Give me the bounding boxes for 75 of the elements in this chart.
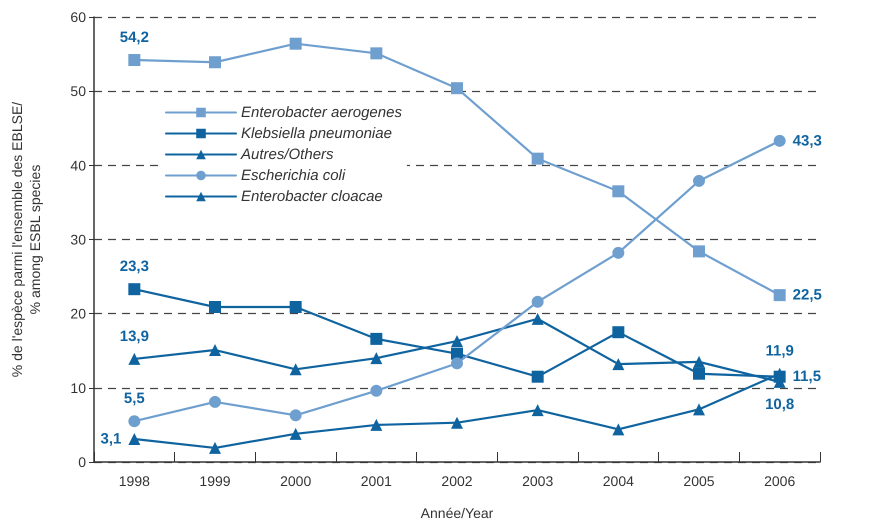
y-tick-label: 60 <box>70 9 86 25</box>
data-label: 10,8 <box>765 396 794 413</box>
y-tick-label: 40 <box>70 157 86 174</box>
legend-label: Enterobacter cloacae <box>241 188 383 205</box>
point <box>532 370 544 383</box>
point <box>209 300 221 313</box>
y-tick-label: 10 <box>70 380 86 396</box>
x-axis-title: Année/Year <box>420 505 494 521</box>
point <box>128 415 140 428</box>
point <box>612 185 624 198</box>
point <box>612 246 624 259</box>
legend-label: Escherichia coli <box>241 167 346 184</box>
point <box>128 54 140 66</box>
point <box>693 403 705 416</box>
x-tick-label: 1998 <box>118 473 150 489</box>
point <box>451 82 463 94</box>
y-tick-label: 30 <box>70 232 86 248</box>
point <box>774 289 786 302</box>
data-label: 43,3 <box>792 132 822 150</box>
point <box>370 332 382 345</box>
point <box>209 344 221 356</box>
point <box>209 56 221 68</box>
point <box>774 368 786 380</box>
y-tick-label: 50 <box>70 83 86 100</box>
data-label: 5,5 <box>124 390 145 408</box>
point <box>532 296 544 308</box>
point <box>532 152 544 165</box>
point <box>290 428 302 440</box>
x-tick-label: 2001 <box>360 473 392 489</box>
point <box>451 357 463 370</box>
x-tick-label: 2002 <box>441 473 473 489</box>
point <box>128 433 140 446</box>
data-label: 23,3 <box>120 258 149 276</box>
legend-label: Autres/Others <box>240 146 334 163</box>
data-label: 54,2 <box>120 29 149 46</box>
data-label: 11,5 <box>792 368 822 386</box>
point <box>128 283 140 296</box>
point <box>290 300 302 313</box>
point <box>612 423 624 436</box>
x-tick-label: 2006 <box>764 473 796 489</box>
data-label: 13,9 <box>120 328 149 345</box>
x-tick-label: 2005 <box>683 473 715 489</box>
x-tick-label: 2003 <box>522 473 554 489</box>
data-label: 22,5 <box>792 286 822 304</box>
x-tick-label: 2004 <box>602 473 634 489</box>
y-tick-label: 20 <box>70 306 86 322</box>
legend-label: Enterobacter aerogenes <box>241 104 402 121</box>
point <box>693 245 705 258</box>
point <box>370 384 382 397</box>
point <box>209 442 221 454</box>
x-tick-label: 2000 <box>280 473 312 489</box>
point <box>693 356 705 368</box>
x-tick-label: 1999 <box>199 473 231 489</box>
point <box>290 409 302 422</box>
point <box>693 368 705 380</box>
point <box>612 326 624 338</box>
point <box>612 358 624 370</box>
y-axis-title: % de l'espèce parmi l'ensemble des EBLSE/ % among ESBL species <box>9 102 43 378</box>
point <box>774 134 786 147</box>
point <box>290 38 302 50</box>
legend-label: Klebsiella pneumoniae <box>241 125 392 142</box>
point <box>209 396 221 408</box>
point <box>451 335 463 348</box>
y-tick-label: 0 <box>78 454 86 470</box>
point <box>451 416 463 429</box>
point <box>128 352 140 365</box>
data-label: 11,9 <box>765 342 794 360</box>
data-label: 3,1 <box>100 430 122 448</box>
point <box>693 174 705 187</box>
point <box>290 363 302 376</box>
point <box>370 47 382 60</box>
point <box>532 312 544 325</box>
point <box>370 418 382 431</box>
point <box>532 404 544 416</box>
point <box>370 352 382 364</box>
